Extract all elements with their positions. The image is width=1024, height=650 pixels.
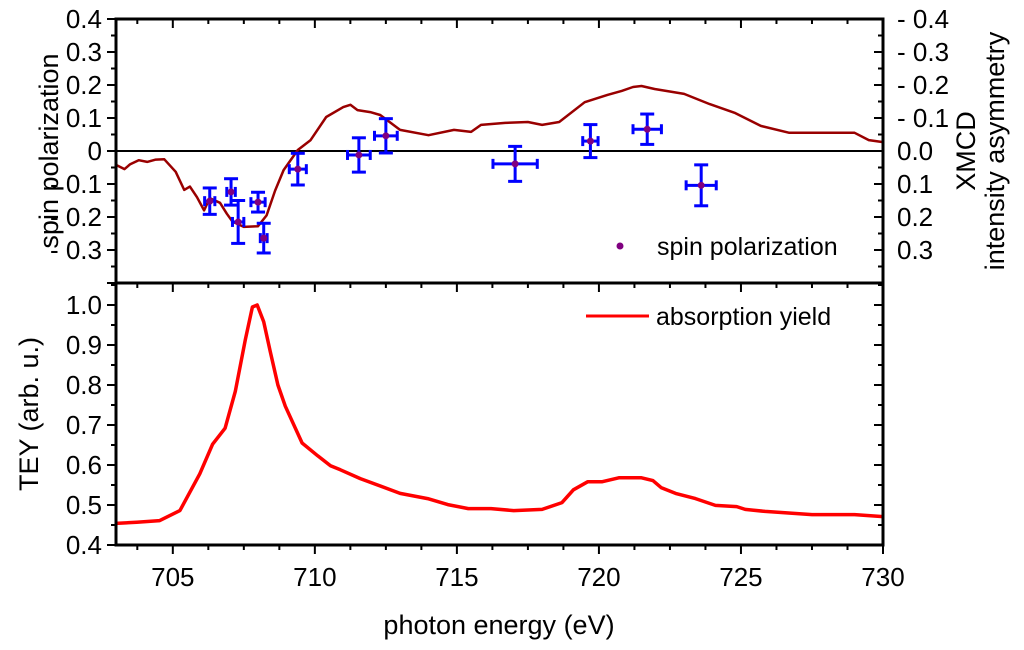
y-tick-label: 0.2 <box>66 70 102 100</box>
spin-polarization-marker <box>355 151 363 159</box>
data-point-1 <box>202 186 217 216</box>
x-tick-label: 730 <box>861 562 904 592</box>
y-tick-label: - 0.2 <box>50 202 102 232</box>
right-y-tick-label: - 0.3 <box>897 37 949 67</box>
y-tick-label: 0.4 <box>66 530 102 560</box>
absorption-yield-panel: 0.4 0.5 0.6 0.7 0.8 0.9 1.0 705 710 715 720 725 730 <box>66 281 905 592</box>
spin-polarization-marker <box>254 198 262 206</box>
right-y-tick-label: 0.1 <box>897 169 933 199</box>
legend-absorption-yield: absorption yield <box>586 303 831 331</box>
top-y-axis-title: spin polarization <box>34 53 64 248</box>
absorption-yield-curve <box>115 303 884 526</box>
y-tick-label: - 0.1 <box>50 169 102 199</box>
y-tick-label: 0 <box>88 136 102 166</box>
y-tick-label: - 0.3 <box>50 235 102 265</box>
legend-marker-dot <box>616 242 624 250</box>
data-point-4 <box>249 190 267 214</box>
legend-label-absorption-yield: absorption yield <box>656 303 831 331</box>
y-tick-label: 0.8 <box>66 370 102 400</box>
xmcd-curve <box>115 84 884 229</box>
data-point-3 <box>230 199 246 245</box>
spin-polarization-panel: - 0.3- 0.2- 0.100.10.20.30.4- 0.4- 0.3- … <box>50 4 949 285</box>
legend-label-spin-polarization: spin polarization <box>657 233 838 261</box>
spin-polarization-marker <box>697 181 705 189</box>
x-tick-label: 710 <box>293 562 336 592</box>
spin-polarization-marker <box>227 188 235 196</box>
data-point-6 <box>287 151 308 187</box>
data-point-8 <box>373 117 399 155</box>
data-point-7 <box>346 136 372 174</box>
x-axis-title: photon energy (eV) <box>383 610 614 640</box>
spin-polarization-marker <box>382 132 390 140</box>
data-point-10 <box>581 123 600 160</box>
x-tick-label: 725 <box>719 562 762 592</box>
spin-polarization-marker <box>511 160 519 168</box>
y-tick-label: 0.6 <box>66 450 102 480</box>
right-y-tick-label: - 0.4 <box>897 4 949 34</box>
right-y-tick-label: 0.2 <box>897 202 933 232</box>
y-tick-label: 0.3 <box>66 37 102 67</box>
spin-polarization-marker <box>294 165 302 173</box>
y-tick-label: 0.4 <box>66 4 102 34</box>
data-point-5 <box>256 221 271 255</box>
data-point-9 <box>491 144 539 183</box>
data-point-2 <box>224 177 239 207</box>
spin-polarization-marker <box>234 218 242 226</box>
y-tick-label: 0.5 <box>66 490 102 520</box>
y-tick-label: 1.0 <box>66 290 102 320</box>
spin-polarization-marker <box>643 125 651 133</box>
x-tick-label: 705 <box>151 562 194 592</box>
right-y-tick-label: - 0.2 <box>897 70 949 100</box>
top-right-y-axis-title-line2: intensity asymmetry <box>980 31 1010 270</box>
spin-polarization-marker <box>260 234 268 242</box>
data-point-12 <box>684 163 718 208</box>
spin-polarization-marker <box>586 137 594 145</box>
spin-polarization-marker <box>206 197 214 205</box>
right-y-tick-label: - 0.1 <box>897 103 949 133</box>
right-y-tick-label: 0.3 <box>897 235 933 265</box>
bottom-y-axis-title: TEY (arb. u.) <box>14 337 44 491</box>
bottom-panel-frame <box>114 281 885 547</box>
top-right-y-axis-title-line1: XMCD <box>951 111 981 191</box>
y-tick-label: 0.7 <box>66 410 102 440</box>
y-tick-label: 0.1 <box>66 103 102 133</box>
y-tick-label: 0.9 <box>66 330 102 360</box>
data-point-11 <box>631 112 663 146</box>
x-tick-label: 720 <box>577 562 620 592</box>
legend-spin-polarization: spin polarization <box>616 233 838 261</box>
right-y-tick-label: 0.0 <box>897 136 933 166</box>
x-tick-label: 715 <box>435 562 478 592</box>
